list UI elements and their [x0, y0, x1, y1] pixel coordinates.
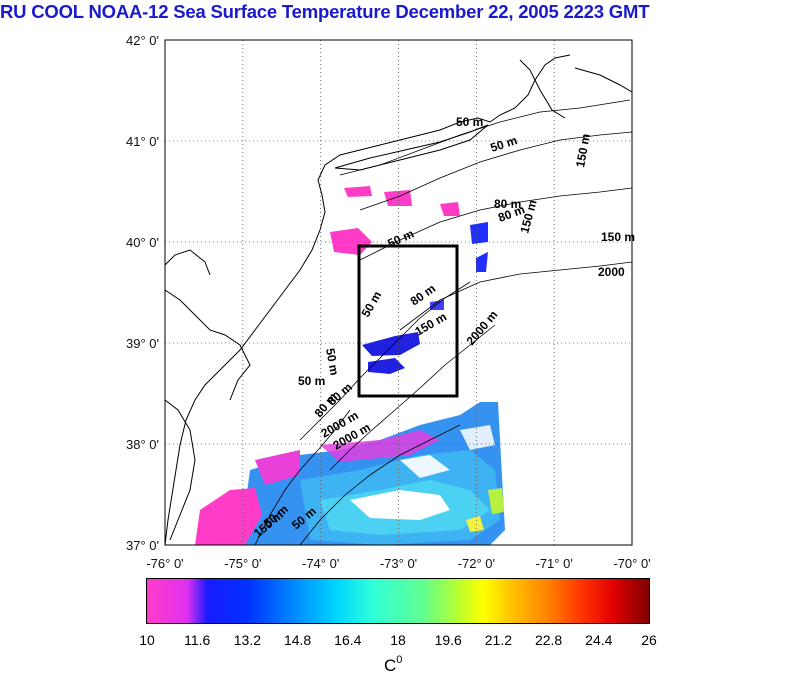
- colorbar-tick-label: 22.8: [534, 632, 563, 648]
- sst-yellow-spot: [466, 516, 484, 532]
- colorbar-tick-label: 16.4: [334, 632, 362, 648]
- latitude-label: 42° 0': [126, 33, 159, 48]
- contour-2000m: [399, 261, 633, 331]
- coastline-path: [164, 54, 571, 546]
- sst-cold-patch: [330, 228, 372, 255]
- latitude-labels: 42° 0' 41° 0' 40° 0' 39° 0' 38° 0' 37° 0': [126, 33, 159, 553]
- contour-50m: [339, 99, 631, 176]
- colorbar-unit: C0: [384, 654, 403, 676]
- latitude-label: 40° 0': [126, 235, 159, 250]
- contour-label: 50 m: [456, 115, 483, 129]
- colorbar-tick-label: 13.2: [233, 632, 262, 648]
- contour-label: 80 m: [494, 197, 521, 211]
- longitude-labels: -76° 0' -75° 0' -74° 0' -73° 0' -72° 0' -71° …: [146, 556, 650, 571]
- colorbar-tick-label: 26: [641, 632, 657, 648]
- contour-label: 150 m: [573, 133, 593, 169]
- cloud-hole: [400, 455, 450, 478]
- map-frame: [164, 39, 633, 546]
- contour-label: 50 m: [323, 347, 342, 376]
- colorbar-tick-label: 19.6: [434, 632, 462, 648]
- cloud-hole: [460, 425, 495, 450]
- latitude-label: 39° 0': [126, 336, 159, 351]
- longitude-label: -74° 0': [302, 556, 339, 571]
- contour-slope: [329, 324, 496, 471]
- contour-inner: [254, 409, 351, 546]
- longitude-label: -71° 0': [536, 556, 573, 571]
- graticule: [165, 40, 632, 545]
- latitude-label: 41° 0': [126, 134, 159, 149]
- sst-cold-patch: [344, 186, 372, 197]
- colorbar-tick-label: 11.6: [184, 632, 211, 648]
- contour-label: 50 m: [358, 289, 384, 320]
- contour-label: 50 m: [298, 374, 325, 388]
- longitude-label: -73° 0': [380, 556, 417, 571]
- longitude-label: -70° 0': [613, 556, 650, 571]
- contour-80m: [359, 131, 633, 211]
- study-area-box: [357, 244, 459, 398]
- colorbar-tick-label: 21.2: [484, 632, 513, 648]
- coastline-path: [164, 289, 251, 401]
- contour-shelf: [299, 281, 471, 441]
- contour-deep: [299, 424, 461, 546]
- sst-patches: [195, 186, 505, 545]
- sst-cold-coastal: [195, 488, 262, 545]
- coastline-path: [164, 249, 211, 276]
- colorbar-tick-label: 24.4: [585, 632, 613, 648]
- contour-label: 2000: [598, 265, 625, 279]
- cloud-hole: [350, 490, 450, 520]
- colorbar-tick-label: 18: [390, 632, 406, 648]
- contour-label: 150 m: [413, 309, 449, 338]
- long-island-path: [334, 124, 489, 171]
- map-title: RU COOL NOAA-12 Sea Surface Temperature …: [0, 1, 650, 22]
- contour-label: 2000 m: [464, 308, 501, 348]
- contour-label: 150 m: [601, 230, 635, 244]
- longitude-label: -75° 0': [224, 556, 261, 571]
- colorbar-tick-label: 10: [139, 632, 155, 648]
- coastline-path: [574, 67, 633, 93]
- sst-blue-patch: [368, 358, 405, 374]
- longitude-label: -76° 0': [146, 556, 183, 571]
- coastline-path: [519, 59, 566, 119]
- colorbar: [146, 578, 650, 624]
- sst-blue-patch: [476, 252, 488, 272]
- latitude-label: 37° 0': [126, 538, 159, 553]
- contour-150m: [359, 187, 633, 261]
- sst-green-spot: [488, 488, 504, 514]
- coastline: [164, 54, 633, 546]
- colorbar-tick-label: 14.8: [283, 632, 312, 648]
- sst-cold-patch: [440, 202, 460, 216]
- sst-cold-coastal: [320, 430, 440, 462]
- sst-cold-coastal: [255, 450, 300, 485]
- longitude-label: -72° 0': [458, 556, 495, 571]
- unit-letter: C: [384, 656, 397, 675]
- bathymetry-contours: [254, 99, 633, 546]
- coastline-path: [164, 399, 196, 541]
- latitude-label: 38° 0': [126, 437, 159, 452]
- sst-blue-patch: [470, 222, 488, 244]
- unit-superscript: 0: [396, 654, 403, 666]
- sst-blue-patch: [362, 332, 420, 356]
